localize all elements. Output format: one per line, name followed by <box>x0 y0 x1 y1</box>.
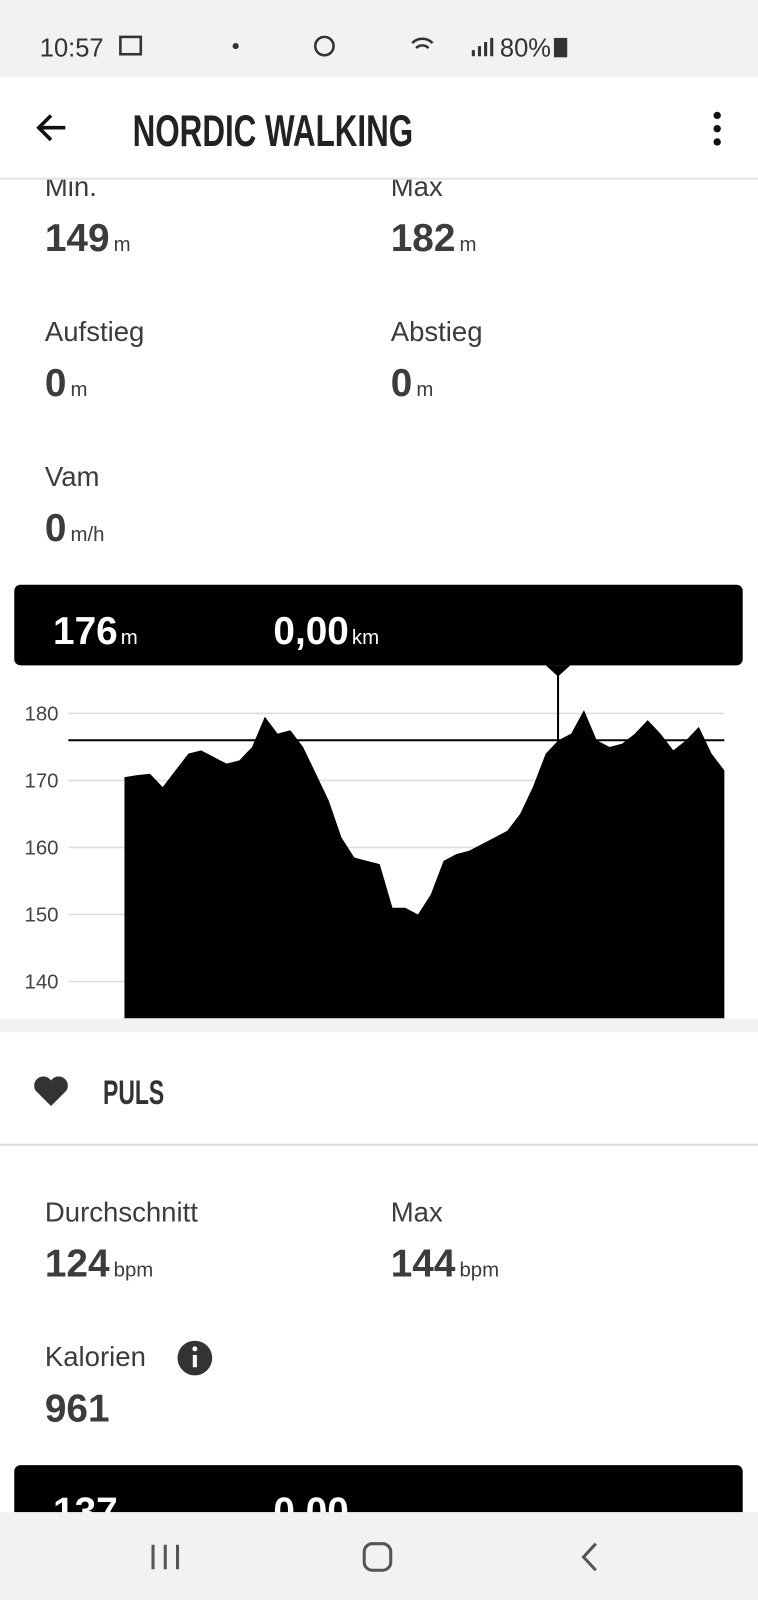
unit: bpm <box>459 1259 499 1281</box>
unit: m <box>459 234 476 256</box>
more-menu[interactable] <box>713 111 721 146</box>
status-icon <box>313 35 335 57</box>
value: 0 <box>391 362 413 405</box>
value: 149 <box>45 217 110 260</box>
info-icon-glyph <box>192 1354 197 1368</box>
value: 124 <box>45 1242 110 1285</box>
app-bar-bg <box>0 76 758 179</box>
stat-label: Max <box>391 1196 443 1227</box>
area <box>124 710 725 1019</box>
heart-icon <box>34 1076 68 1107</box>
unit: m <box>114 234 131 256</box>
y-tick-label: 160 <box>24 838 58 860</box>
y-tick-label: 180 <box>24 704 58 726</box>
recents-button[interactable] <box>151 1544 180 1570</box>
unit: m <box>121 627 138 649</box>
clock: 10:57 <box>40 34 104 62</box>
stat-value: 961 <box>45 1387 110 1430</box>
battery-level: 80% <box>500 34 551 62</box>
readout-box <box>14 584 743 666</box>
value: 0 <box>45 362 67 405</box>
section-divider <box>0 1018 758 1033</box>
value: 0 <box>45 507 67 550</box>
status-icon <box>232 43 239 50</box>
home-button[interactable] <box>362 1542 393 1572</box>
status-icon <box>411 37 434 50</box>
unit: bpm <box>114 1259 154 1281</box>
nav-bar-bg <box>0 1512 758 1600</box>
page-title: NORDIC WALKING <box>133 105 414 156</box>
signal-icon <box>471 37 494 57</box>
stat-value: 149 m <box>45 217 131 260</box>
unit: km <box>352 627 379 649</box>
status-icon <box>119 35 143 56</box>
app-bar: NORDIC WALKING <box>0 76 758 180</box>
chart-readout: 176 m 0,00 km <box>14 584 743 677</box>
status-bar-bg <box>0 0 758 77</box>
value: 144 <box>391 1242 456 1285</box>
y-tick-label: 150 <box>24 905 58 927</box>
stat-label: Abstieg <box>391 316 483 347</box>
value: 182 <box>391 217 456 260</box>
stat-label: Durchschnitt <box>45 1196 198 1227</box>
unit: m/h <box>71 524 105 546</box>
readout-altitude: 176 m <box>53 610 138 653</box>
stat-value: 124 bpm <box>45 1242 153 1285</box>
stat-value: 0 m/h <box>45 507 105 550</box>
readout-distance: 0,00 km <box>273 610 379 653</box>
stat-label: Vam <box>45 461 100 492</box>
info-icon-glyph <box>192 1346 198 1352</box>
section-title: PULS <box>103 1074 164 1112</box>
stat-label: Kalorien <box>45 1341 146 1372</box>
altitude-chart: 140 150 160 170 180 <box>24 675 725 1019</box>
back-button[interactable] <box>36 114 66 142</box>
stat-value: 182 m <box>391 217 477 260</box>
value: 0,00 <box>273 610 348 653</box>
readout-pointer <box>545 665 571 677</box>
stat-value: 144 bpm <box>391 1242 499 1285</box>
back-nav-button[interactable] <box>581 1542 597 1572</box>
battery-icon <box>553 37 568 58</box>
stat-label: Aufstieg <box>45 316 144 347</box>
unit: m <box>416 379 433 401</box>
value: 176 <box>53 610 118 653</box>
unit: m <box>71 379 88 401</box>
y-tick-label: 170 <box>24 771 58 793</box>
navigation-bar <box>0 1512 758 1600</box>
status-bar: 10:57 80% <box>0 0 758 77</box>
y-tick-label: 140 <box>24 972 58 994</box>
